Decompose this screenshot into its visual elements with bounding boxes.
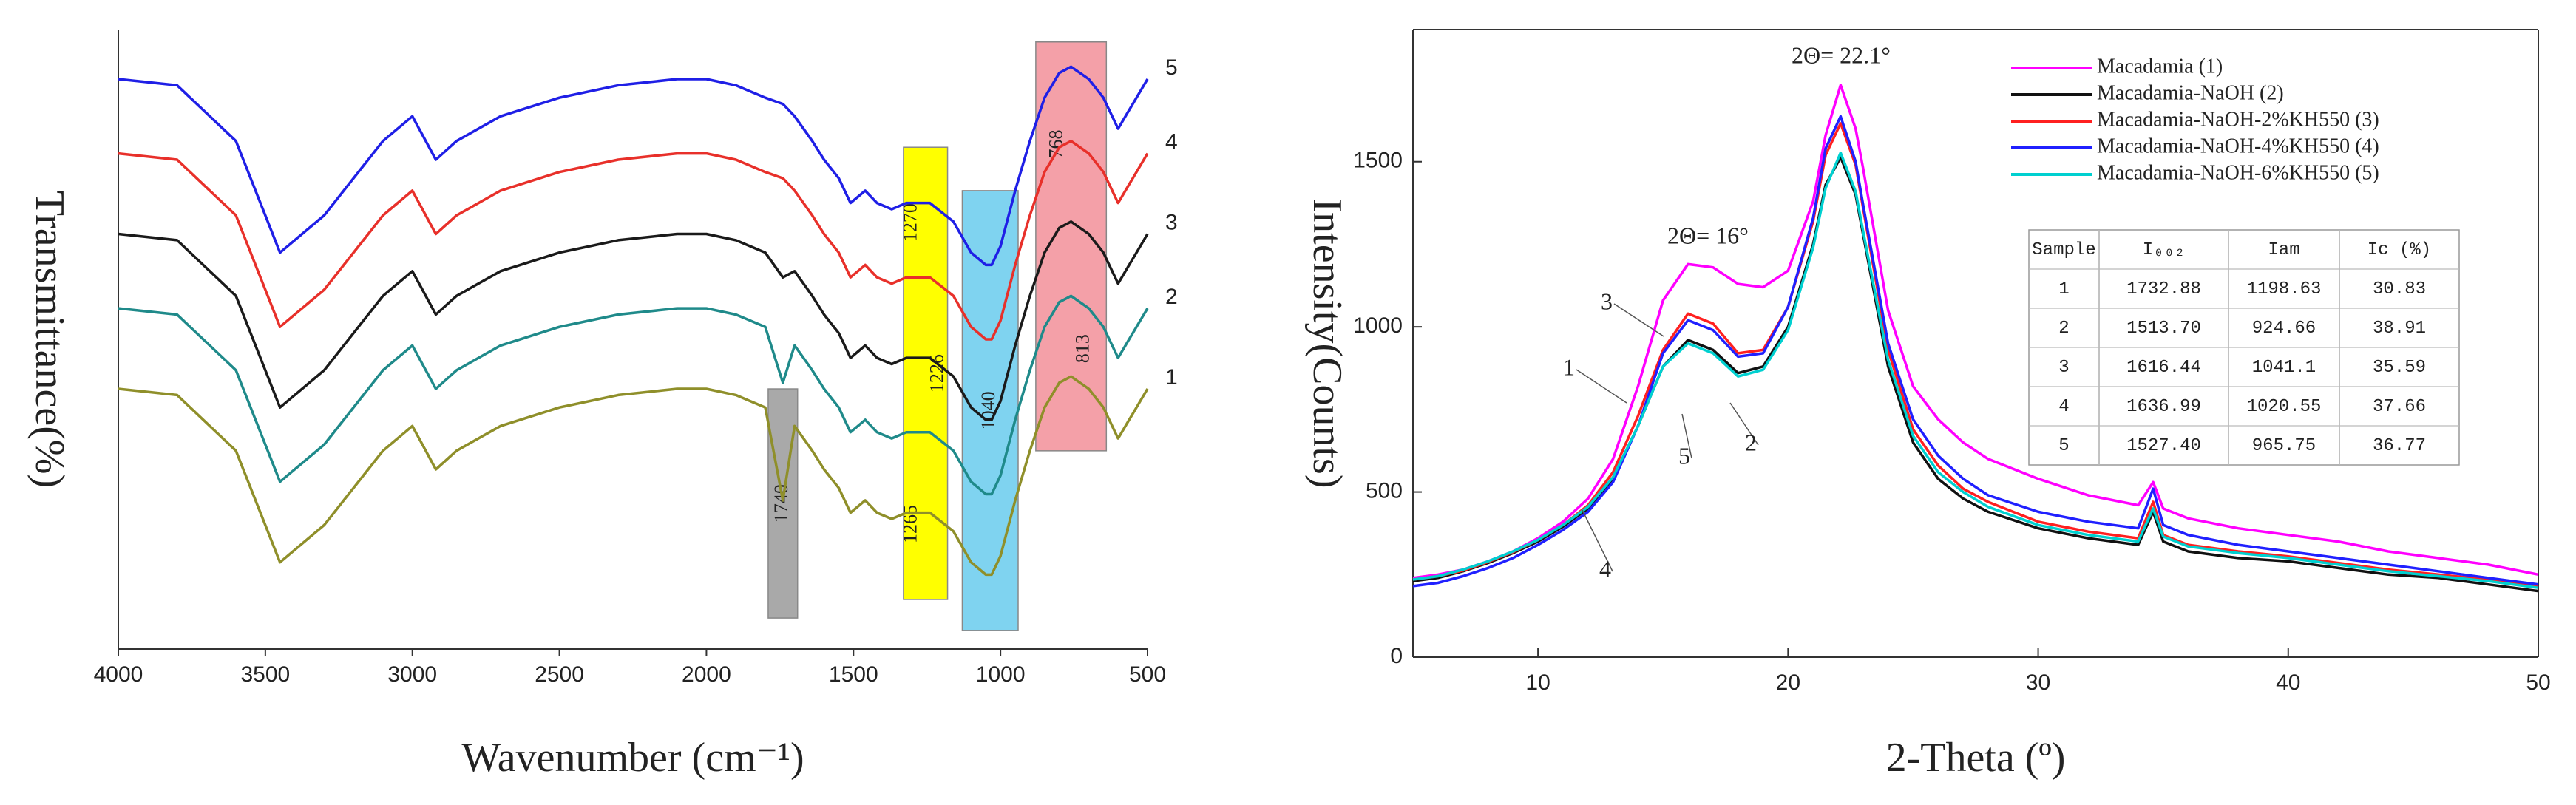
- data-line: [1412, 84, 2539, 580]
- data-line: [118, 140, 1149, 341]
- x-tick-label: 2000: [682, 662, 731, 687]
- x-tick-label: 40: [2276, 670, 2300, 695]
- band-label: 1265: [900, 505, 921, 543]
- table-cell: 1513.70: [2126, 319, 2201, 339]
- x-tick-label: 1500: [829, 662, 878, 687]
- curve-label: 4: [1599, 555, 1611, 582]
- x-axis-title: 2-Theta (º): [1886, 735, 2066, 781]
- y-axis-title: Transmittance(%): [27, 191, 72, 488]
- y-tick-label: 500: [1366, 479, 1403, 503]
- legend-label: Macadamia-NaOH (2): [2097, 81, 2284, 104]
- y-tick-label: 1500: [1353, 149, 1403, 173]
- table-cell: 36.77: [2373, 436, 2426, 456]
- band-label: 1226: [926, 354, 948, 393]
- series-label: 5: [1165, 55, 1178, 80]
- highlight-band: [767, 388, 799, 619]
- annotation: 2Θ= 22.1°: [1792, 41, 1891, 68]
- table-cell: 1732.88: [2126, 279, 2201, 299]
- leader-line: [1613, 303, 1664, 337]
- table-cell: 3: [2058, 358, 2069, 378]
- table-cell: 1020.55: [2247, 397, 2322, 417]
- table-cell: 1527.40: [2126, 436, 2201, 456]
- x-tick-label: 500: [1129, 662, 1166, 687]
- curve-label: 1: [1563, 353, 1575, 380]
- data-line: [1412, 115, 2539, 588]
- table-cell: 4: [2058, 397, 2069, 417]
- data-line: [118, 294, 1149, 496]
- table-cell: 30.83: [2373, 279, 2426, 299]
- series-label: 3: [1165, 210, 1178, 234]
- band-label: 1270: [900, 203, 921, 242]
- x-tick-label: 30: [2026, 670, 2050, 695]
- table-cell: 1616.44: [2126, 358, 2201, 378]
- x-tick-label: 3500: [240, 662, 290, 687]
- highlight-band: [903, 146, 949, 600]
- table-cell: 5: [2058, 436, 2069, 456]
- table-cell: 35.59: [2373, 358, 2426, 378]
- data-line: [118, 220, 1149, 421]
- data-line: [118, 65, 1149, 267]
- leader-line: [1681, 413, 1692, 459]
- x-tick-label: 10: [1525, 670, 1550, 695]
- table-cell: 38.91: [2373, 319, 2426, 339]
- y-tick-label: 0: [1390, 644, 1403, 668]
- table-cell: 965.75: [2252, 436, 2316, 456]
- x-tick-label: 50: [2526, 670, 2550, 695]
- data-line: [118, 375, 1149, 577]
- leader-line: [1576, 369, 1627, 404]
- data-line: [1412, 151, 2539, 589]
- table-header: Ic (%): [2367, 240, 2431, 260]
- table-header: I₀₀₂: [2143, 240, 2186, 260]
- series-label: 4: [1165, 130, 1178, 154]
- table-header: Sample: [2032, 240, 2095, 260]
- leader-line: [1582, 509, 1613, 572]
- y-axis-title: Intensity(Counts): [1304, 199, 1350, 489]
- legend-label: Macadamia-NaOH-2%KH550 (3): [2097, 108, 2379, 131]
- table-cell: 924.66: [2252, 319, 2316, 339]
- x-axis-title: Wavenumber (cm⁻¹): [461, 735, 804, 781]
- legend-label: Macadamia-NaOH-4%KH550 (4): [2097, 135, 2379, 157]
- legend-label: Macadamia-NaOH-6%KH550 (5): [2097, 161, 2379, 184]
- table-cell: 1: [2058, 279, 2069, 299]
- y-tick-label: 1000: [1353, 313, 1403, 338]
- table-cell: 1198.63: [2247, 279, 2322, 299]
- x-tick-label: 4000: [94, 662, 143, 687]
- curve-label: 3: [1601, 288, 1613, 314]
- series-label: 1: [1165, 365, 1178, 390]
- x-tick-label: 20: [1776, 670, 1800, 695]
- series-label: 2: [1165, 285, 1178, 309]
- table-cell: 1041.1: [2252, 358, 2316, 378]
- table-cell: 37.66: [2373, 397, 2426, 417]
- curve-label: 2: [1745, 429, 1757, 455]
- x-tick-label: 1000: [976, 662, 1026, 687]
- table-cell: 1636.99: [2126, 397, 2201, 417]
- table-cell: 2: [2058, 319, 2069, 339]
- x-tick-label: 2500: [535, 662, 584, 687]
- table-header: Iam: [2268, 240, 2299, 260]
- legend-label: Macadamia (1): [2097, 55, 2223, 78]
- band-label: 813: [1072, 334, 1094, 363]
- x-tick-label: 3000: [387, 662, 437, 687]
- curve-label: 5: [1678, 442, 1690, 469]
- highlight-band: [1035, 41, 1108, 452]
- annotation: 2Θ= 16°: [1667, 222, 1749, 248]
- leader-line: [1729, 402, 1759, 446]
